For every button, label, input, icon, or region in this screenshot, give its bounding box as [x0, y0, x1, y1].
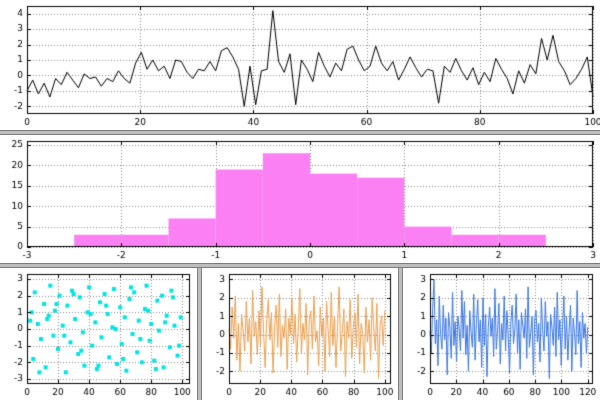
scatter-chart: [0, 268, 197, 400]
bottom-chart-row: [0, 268, 600, 400]
separator-vertical-2: [398, 268, 403, 400]
timeseries-line-chart: [0, 0, 600, 130]
panel-blue-noise: [403, 268, 600, 400]
blue-noise-chart: [403, 268, 600, 400]
panel-orange-noise: [202, 268, 398, 400]
histogram-chart: [0, 135, 600, 263]
panel-scatter: [0, 268, 197, 400]
separator-horizontal-1: [0, 130, 600, 135]
separator-horizontal-2: [0, 263, 600, 268]
panel-timeseries: [0, 0, 600, 130]
orange-noise-chart: [202, 268, 398, 400]
panel-histogram: [0, 135, 600, 263]
separator-vertical-1: [197, 268, 202, 400]
